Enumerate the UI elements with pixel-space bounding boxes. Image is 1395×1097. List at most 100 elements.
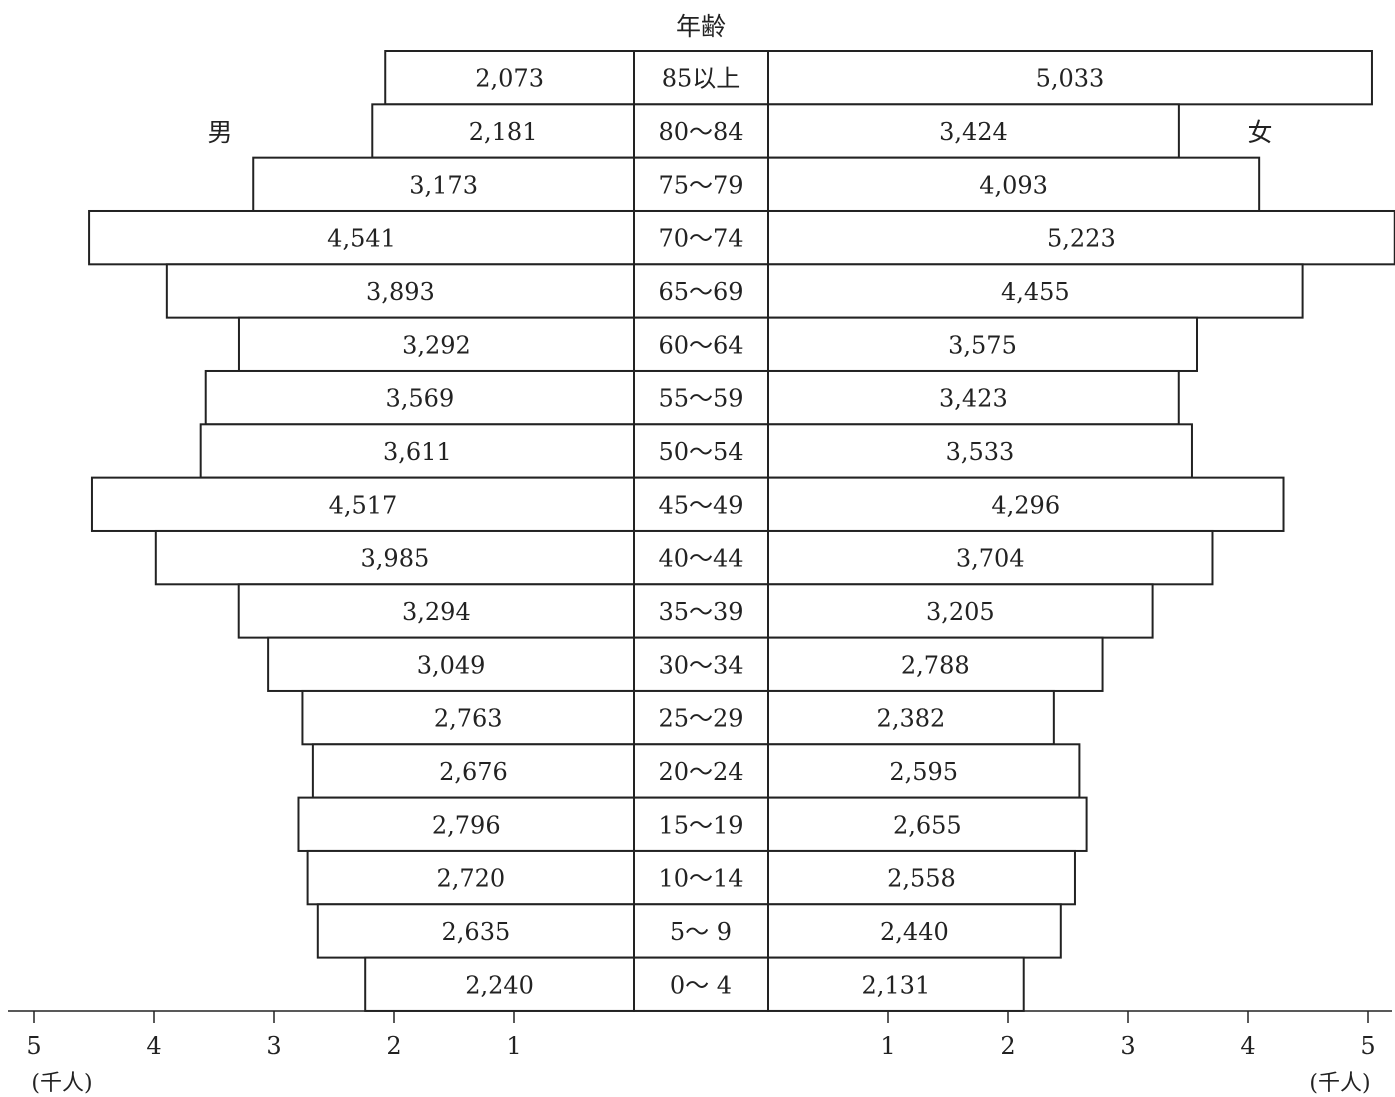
female-value-label-1: 3,424 <box>939 118 1008 146</box>
age-label-14: 15〜19 <box>658 811 743 839</box>
male-value-label-6: 3,569 <box>386 385 455 413</box>
male-value-label-2: 3,173 <box>409 171 478 199</box>
female-value-label-16: 2,440 <box>880 918 949 946</box>
male-bar-16 <box>316 903 635 959</box>
male-value-label-11: 3,049 <box>417 651 486 679</box>
female-value-label-0: 5,033 <box>1036 65 1105 93</box>
male-tick-label-2: 3 <box>266 1032 281 1060</box>
age-label-0: 85以上 <box>662 65 741 93</box>
female-bar-16 <box>767 903 1062 959</box>
female-value-label-7: 3,533 <box>946 438 1015 466</box>
chart-title: 年齢 <box>676 12 726 41</box>
male-value-label-4: 3,893 <box>366 278 435 306</box>
male-bar-3 <box>88 209 635 266</box>
unit-label-right: (千人) <box>1309 1071 1370 1096</box>
male-label: 男 <box>207 118 232 147</box>
age-label-17: 0〜 4 <box>670 971 732 999</box>
male-value-label-12: 2,763 <box>434 705 503 733</box>
female-bar-8 <box>767 476 1285 532</box>
female-value-label-11: 2,788 <box>901 651 970 679</box>
age-label-12: 25〜29 <box>658 705 743 733</box>
female-tick-label-1: 2 <box>1000 1032 1015 1060</box>
male-value-label-13: 2,676 <box>439 758 508 786</box>
age-label-15: 10〜14 <box>658 865 743 893</box>
age-label-2: 75〜79 <box>658 171 743 199</box>
male-bar-6 <box>204 369 635 426</box>
male-value-label-1: 2,181 <box>469 118 538 146</box>
male-value-label-16: 2,635 <box>442 918 511 946</box>
age-label-3: 70〜74 <box>658 225 743 253</box>
male-bar-9 <box>154 529 636 586</box>
female-bar-14 <box>767 796 1088 852</box>
male-bar-14 <box>297 796 635 852</box>
male-tick-label-3: 2 <box>386 1032 401 1060</box>
female-tick-label-3: 4 <box>1240 1032 1255 1060</box>
age-label-16: 5〜 9 <box>670 918 732 946</box>
male-tick-label-0: 5 <box>26 1032 41 1060</box>
bars-layer: 2,073 85以上 5,033 2,181 80〜84 3,424 3,173 75〜79 4… <box>88 50 1395 1012</box>
age-label-7: 50〜54 <box>658 438 743 466</box>
age-label-8: 45〜49 <box>658 491 743 519</box>
female-value-label-13: 2,595 <box>889 758 958 786</box>
male-value-label-5: 3,292 <box>402 331 471 359</box>
female-bar-17 <box>767 956 1025 1012</box>
male-value-label-8: 4,517 <box>329 491 398 519</box>
female-value-label-10: 3,205 <box>926 598 995 626</box>
female-value-label-15: 2,558 <box>887 865 956 893</box>
female-value-label-17: 2,131 <box>862 971 931 999</box>
female-tick-label-0: 1 <box>880 1032 895 1060</box>
female-bar-3 <box>767 209 1395 266</box>
female-bar-13 <box>767 743 1081 799</box>
age-label-9: 40〜44 <box>658 545 743 573</box>
male-bar-13 <box>311 743 635 799</box>
female-tick-label-2: 3 <box>1120 1032 1135 1060</box>
female-value-label-12: 2,382 <box>877 705 946 733</box>
age-cell-6 <box>633 369 769 426</box>
age-label-6: 55〜59 <box>658 385 743 413</box>
female-bar-0 <box>767 50 1373 106</box>
male-value-label-10: 3,294 <box>402 598 471 626</box>
male-value-label-9: 3,985 <box>361 545 430 573</box>
age-label-11: 30〜34 <box>658 651 743 679</box>
female-value-label-9: 3,704 <box>956 545 1025 573</box>
male-bar-12 <box>301 689 635 746</box>
female-value-label-3: 5,223 <box>1047 225 1116 253</box>
male-bar-7 <box>199 423 635 479</box>
unit-label-left: (千人) <box>31 1071 92 1096</box>
male-bar-15 <box>306 849 635 906</box>
male-value-label-14: 2,796 <box>432 811 501 839</box>
female-value-label-5: 3,575 <box>948 331 1017 359</box>
male-value-label-15: 2,720 <box>436 865 505 893</box>
age-label-13: 20〜24 <box>658 758 743 786</box>
male-tick-label-4: 1 <box>506 1032 521 1060</box>
male-value-label-3: 4,541 <box>327 225 396 253</box>
age-cell-7 <box>633 423 769 479</box>
age-cell-0 <box>633 50 769 106</box>
female-value-label-4: 4,455 <box>1001 278 1070 306</box>
male-value-label-0: 2,073 <box>475 65 544 93</box>
female-value-label-6: 3,423 <box>939 385 1008 413</box>
male-bar-0 <box>384 50 635 106</box>
age-cell-4 <box>633 263 769 319</box>
age-label-10: 35〜39 <box>658 598 743 626</box>
age-label-4: 65〜69 <box>658 278 743 306</box>
female-bar-9 <box>767 529 1214 586</box>
female-bar-6 <box>767 369 1180 426</box>
male-value-label-17: 2,240 <box>465 971 534 999</box>
female-tick-label-4: 5 <box>1360 1032 1375 1060</box>
x-axis: 5 4 3 2 1 1 2 3 4 5 <box>8 1010 1392 1060</box>
female-value-label-14: 2,655 <box>893 811 962 839</box>
male-bar-5 <box>237 316 636 372</box>
male-bar-10 <box>237 583 635 639</box>
female-bar-10 <box>767 583 1154 639</box>
female-bar-15 <box>767 849 1076 906</box>
female-bar-11 <box>767 636 1104 692</box>
female-value-label-2: 4,093 <box>979 171 1048 199</box>
age-label-1: 80〜84 <box>658 118 743 146</box>
female-value-label-8: 4,296 <box>991 491 1060 519</box>
male-value-label-7: 3,611 <box>383 438 452 466</box>
age-label-5: 60〜64 <box>658 331 743 359</box>
female-bar-12 <box>767 689 1055 746</box>
age-cell-9 <box>633 529 769 586</box>
